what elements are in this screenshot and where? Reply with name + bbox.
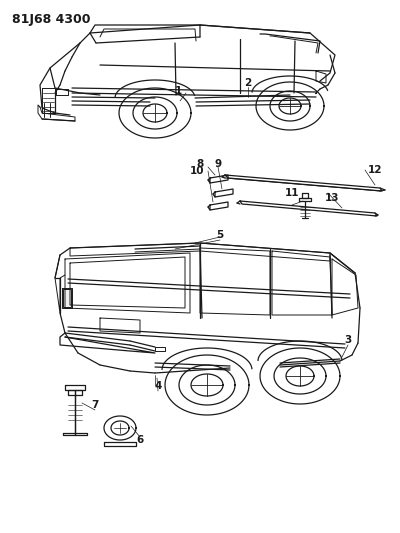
Text: 8: 8	[196, 159, 204, 169]
Text: 10: 10	[190, 166, 204, 176]
Text: 12: 12	[368, 165, 382, 175]
Text: 3: 3	[344, 335, 352, 345]
Text: 2: 2	[244, 78, 252, 88]
Text: 9: 9	[214, 159, 222, 169]
Text: 7: 7	[91, 400, 99, 410]
Text: 6: 6	[136, 435, 144, 445]
Text: 1: 1	[174, 86, 182, 96]
Text: 5: 5	[216, 230, 224, 240]
Text: 4: 4	[154, 381, 162, 391]
Text: 81J68 4300: 81J68 4300	[12, 13, 90, 26]
Text: 13: 13	[325, 193, 339, 203]
Text: 11: 11	[285, 188, 299, 198]
Polygon shape	[63, 289, 71, 307]
